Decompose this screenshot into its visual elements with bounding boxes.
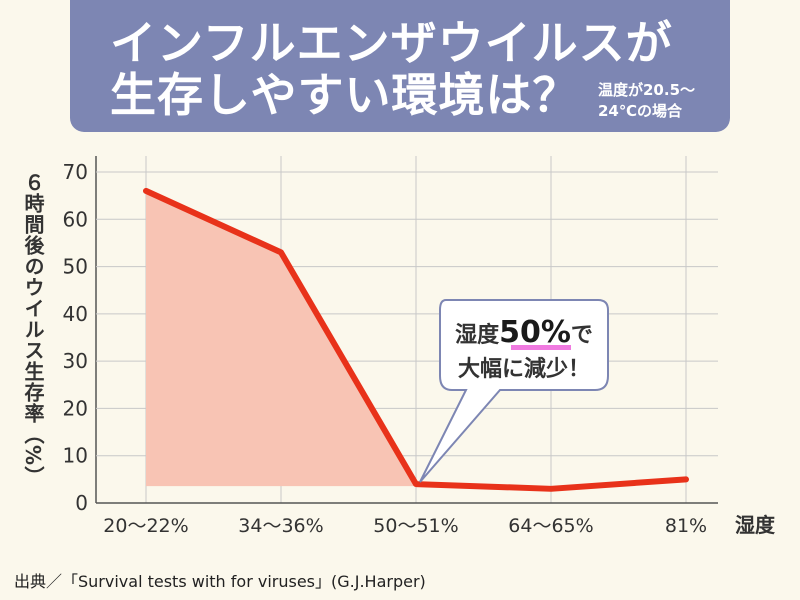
y-tick-label: 20 (63, 396, 88, 420)
y-tick-label: 50 (63, 255, 88, 279)
callout: 湿度50%で 大幅に減少！ (419, 299, 609, 483)
y-tick-label: 70 (63, 160, 88, 184)
y-tick-label: 40 (63, 302, 88, 326)
x-tick-label: 34〜36% (238, 515, 323, 537)
y-axis-label: ６時間後のウイルス生存率（%） (21, 172, 45, 488)
x-tick-labels: 20〜22% 34〜36% 50〜51% 64〜65% 81% (103, 515, 707, 537)
shaded-area (146, 190, 416, 487)
x-tick-label: 64〜65% (508, 515, 593, 537)
highlight-underline (511, 345, 571, 350)
subtitle-line-1: 温度が20.5〜 (598, 81, 696, 99)
callout-line-2: 大幅に減少！ (458, 357, 590, 382)
x-tick-label: 50〜51% (373, 515, 458, 537)
subtitle-line-2: 24℃の場合 (598, 102, 683, 120)
y-tick-label: 10 (63, 444, 88, 468)
callout-prefix: 湿度 (455, 322, 500, 348)
x-axis-label: 湿度 (735, 513, 776, 537)
x-tick-label: 20〜22% (103, 515, 188, 537)
callout-suffix: で (571, 323, 593, 348)
svg-text:湿度50%で: 湿度50%で (455, 315, 593, 350)
callout-highlight: 50% (499, 315, 571, 350)
y-tick-label: 60 (63, 207, 88, 231)
y-tick-labels: 0 10 20 30 40 50 60 70 (63, 160, 88, 515)
series-line (143, 187, 689, 492)
y-tick-label: 30 (63, 349, 88, 373)
title-line-2: 生存しやすい環境は？ (110, 68, 580, 122)
title-line-1: インフルエンザウイルスが (110, 16, 673, 70)
source-citation: 出典／「Survival tests with for viruses」(G.J… (14, 572, 426, 591)
y-tick-label: 0 (75, 491, 88, 515)
title-banner (70, 0, 730, 132)
x-tick-label: 81% (665, 515, 707, 537)
